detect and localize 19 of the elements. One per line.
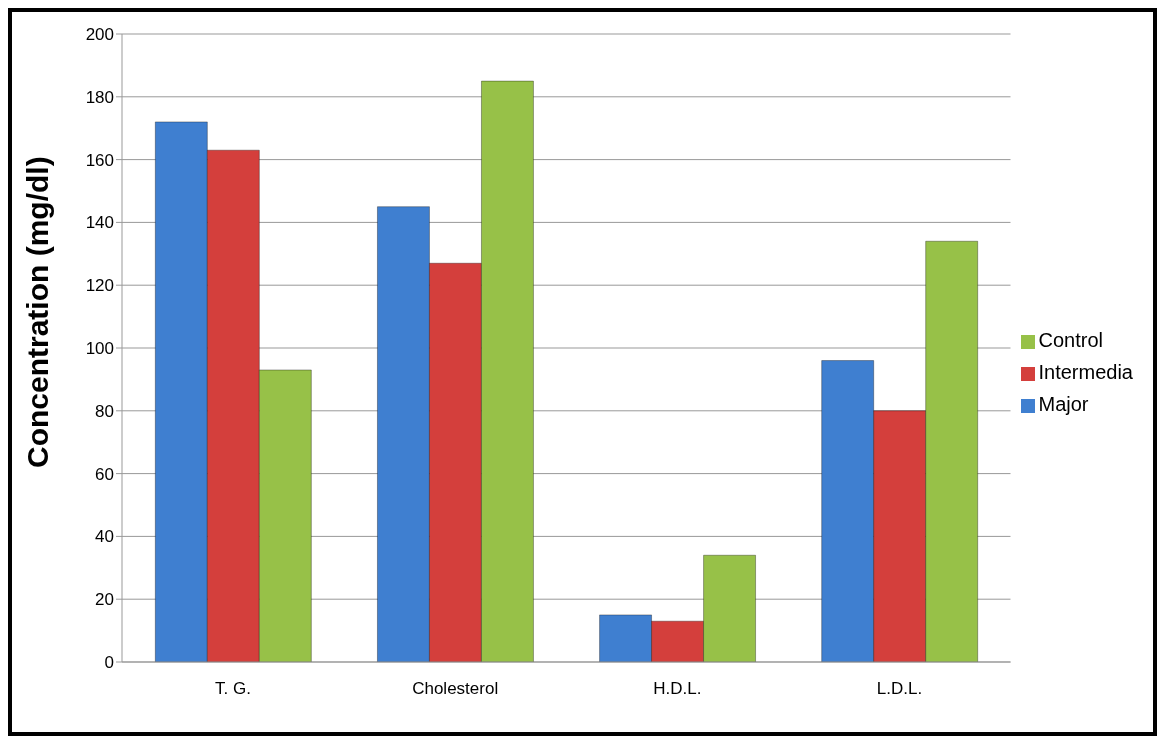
y-tick-label: 120 [85, 276, 114, 296]
y-tick-label: 20 [95, 590, 114, 610]
x-tick-label: L.D.L. [876, 679, 923, 699]
x-tick-label: H.D.L. [653, 679, 702, 699]
y-tick-label: 160 [85, 150, 114, 170]
y-tick-label: 0 [104, 653, 114, 673]
legend-label: Intermedia [1038, 361, 1133, 383]
x-tick-label: T. G. [215, 679, 252, 699]
legend-label: Control [1038, 329, 1103, 351]
y-axis-title: Concentration (mg/dl) [20, 156, 54, 468]
y-tick-label: 60 [95, 464, 114, 484]
y-tick-label: 100 [85, 339, 114, 359]
y-tick-label: 180 [85, 87, 114, 107]
y-tick-label: 80 [95, 401, 114, 421]
legend-label: Major [1038, 393, 1089, 415]
y-tick-label: 200 [85, 25, 114, 45]
y-tick-label: 140 [85, 213, 114, 233]
y-tick-label: 40 [95, 527, 114, 547]
x-tick-label: Cholesterol [412, 679, 499, 699]
